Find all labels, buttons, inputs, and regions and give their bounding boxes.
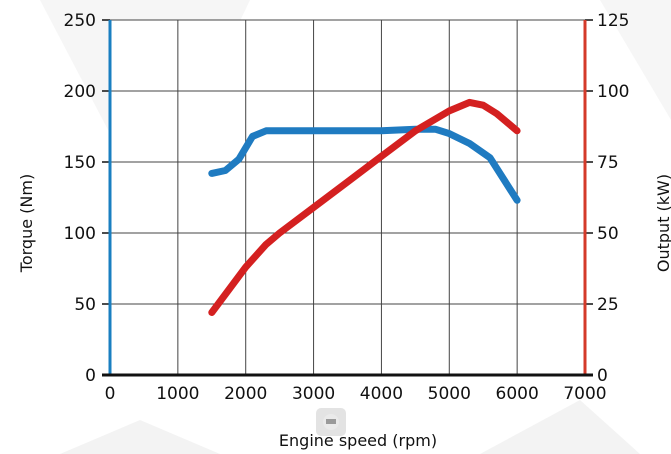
x-tick-label: 2000 <box>224 384 267 404</box>
logo-icon <box>316 408 346 436</box>
y-axis-right-title: Output (kW) <box>654 174 671 272</box>
y-right-tick-label: 100 <box>597 82 629 102</box>
x-tick-label: 6000 <box>496 384 539 404</box>
plot-background <box>110 20 585 375</box>
series-layer <box>208 98 521 316</box>
x-tick-label: 7000 <box>563 384 606 404</box>
y-left-tick-label: 50 <box>74 295 96 315</box>
y-left-tick-label: 0 <box>85 366 96 386</box>
y-left-tick-label: 150 <box>64 153 96 173</box>
x-tick-label: 1000 <box>156 384 199 404</box>
x-tick-label: 5000 <box>428 384 471 404</box>
y-left-tick-label: 200 <box>64 82 96 102</box>
output-curve-line <box>208 98 521 316</box>
y-left-tick-label: 250 <box>64 11 96 31</box>
x-axis-title: Engine speed (rpm) <box>279 431 437 450</box>
y-right-tick-label: 75 <box>597 153 619 173</box>
y-axis-left-title: Torque (Nm) <box>17 174 36 273</box>
x-tick-label: 0 <box>105 384 116 404</box>
x-tick-label: 4000 <box>360 384 403 404</box>
y-right-tick-label: 25 <box>597 295 619 315</box>
torque-curve-line <box>208 125 521 204</box>
axes <box>102 19 593 377</box>
tick-labels: 0 1000 2000 3000 4000 5000 6000 700005010015020… <box>64 11 630 404</box>
y-left-tick-label: 100 <box>64 224 96 244</box>
y-right-tick-label: 125 <box>597 11 629 31</box>
y-right-tick-label: 50 <box>597 224 619 244</box>
y-right-tick-label: 0 <box>597 366 608 386</box>
x-tick-label: 3000 <box>292 384 335 404</box>
